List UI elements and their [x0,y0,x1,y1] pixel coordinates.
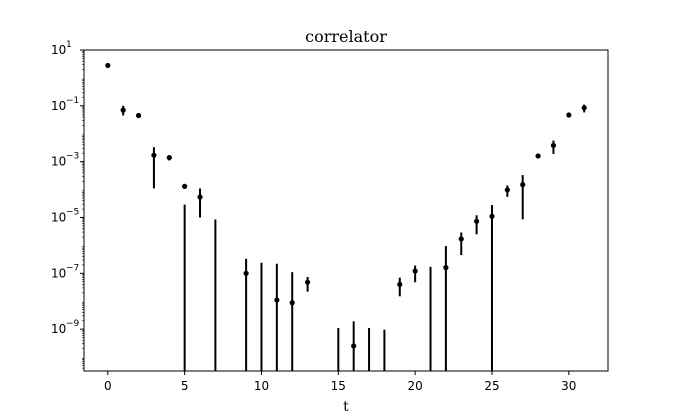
x-tick-label-0: 0 [104,379,112,393]
x-axis-ticks: 0 5 10 15 20 25 30 [104,371,576,393]
data-point-t16 [351,343,357,349]
y-tick-base-1: 10 [51,99,66,113]
data-point-t12 [289,300,295,306]
y-tick-exponent-4: −7 [66,263,79,273]
data-point-t5 [182,183,188,189]
data-point-t30 [566,112,572,118]
data-point-t13 [304,279,311,285]
y-tick-base-0: 10 [51,43,66,57]
data-point-t31 [581,105,587,111]
y-tick-label-3: 10 −5 [51,207,79,224]
data-point-t1 [120,107,126,113]
x-tick-label-15: 15 [331,379,346,393]
x-tick-label-30: 30 [561,379,576,393]
chart-title: correlator [305,27,387,46]
data-point-t24 [474,218,480,224]
y-tick-exponent-2: −3 [66,152,79,162]
data-point-t19 [397,281,403,288]
data-point-t23 [458,236,464,242]
y-tick-exponent-1: −1 [66,96,79,106]
y-tick-label-4: 10 −7 [51,263,79,280]
data-point-t3 [151,152,157,158]
y-tick-label-2: 10 −3 [51,152,79,169]
x-tick-label-20: 20 [408,379,423,393]
x-tick-label-25: 25 [484,379,499,393]
data-point-t20 [412,268,418,274]
data-point-t22 [443,265,449,271]
y-tick-exponent-5: −9 [66,319,80,329]
data-point-t6 [197,194,203,200]
y-tick-base-2: 10 [51,155,66,169]
y-tick-label-5: 10 −9 [51,319,80,336]
plot-frame [83,49,609,372]
data-point-t4 [166,154,172,161]
y-tick-exponent-3: −5 [66,207,79,217]
x-axis-label: t [343,399,349,415]
data-point-t0 [105,62,111,69]
data-point-t11 [274,297,280,303]
y-tick-base-5: 10 [51,322,66,336]
data-point-t2 [135,112,142,119]
y-tick-label-1: 10 −1 [51,96,79,113]
x-tick-label-5: 5 [181,379,189,393]
y-tick-base-4: 10 [51,266,66,280]
x-tick-label-10: 10 [254,379,269,393]
data-point-t29 [550,142,557,149]
data-point-t25 [489,213,495,219]
data-point-t9 [243,270,249,276]
data-point-t28 [535,153,541,159]
y-tick-label-0: 10 1 [51,40,72,57]
data-point-t27 [520,182,526,188]
y-tick-base-3: 10 [51,210,66,224]
y-tick-exponent-0: 1 [66,40,72,50]
data-point-t26 [504,187,510,193]
data-marks [105,62,587,371]
